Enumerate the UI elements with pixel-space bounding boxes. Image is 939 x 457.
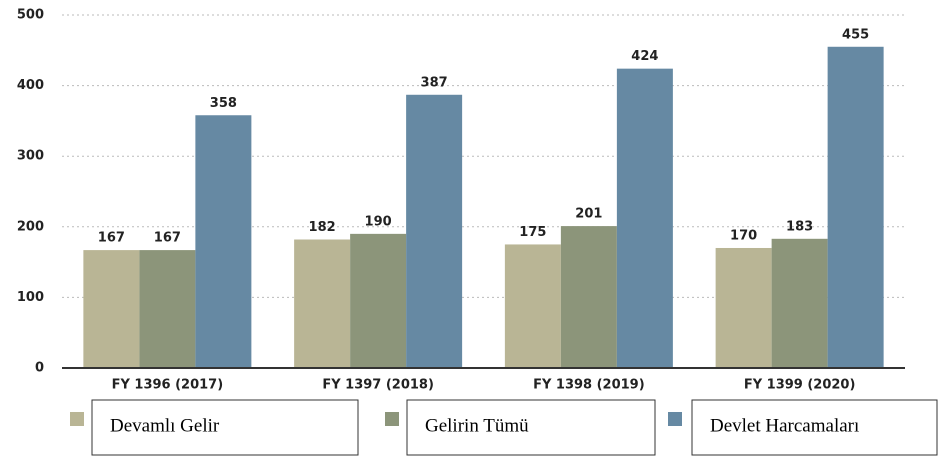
legend-label: Devamlı Gelir: [110, 415, 220, 436]
bar: [616, 68, 673, 368]
bar: [771, 238, 828, 368]
y-tick-label: 500: [17, 8, 44, 23]
bar: [83, 250, 140, 368]
bar: [139, 250, 196, 368]
data-label: 201: [575, 207, 602, 222]
x-tick-label: FY 1399 (2020): [744, 378, 856, 393]
bar: [560, 226, 617, 368]
bar: [294, 239, 351, 368]
bar: [195, 115, 252, 368]
legend-label: Devlet Harcamaları: [710, 415, 859, 436]
legend-box: [91, 399, 359, 456]
bar: [350, 233, 407, 368]
bar: [827, 46, 884, 369]
legend-swatch: [70, 412, 84, 426]
data-label: 424: [631, 49, 658, 64]
data-label: 167: [98, 231, 125, 246]
data-label: 182: [309, 220, 336, 235]
legend-label: Gelirin Tümü: [425, 415, 529, 436]
y-tick-label: 100: [17, 290, 44, 305]
data-label: 167: [154, 231, 181, 246]
data-label: 175: [519, 225, 546, 240]
y-tick-label: 400: [17, 78, 44, 93]
data-label: 183: [786, 219, 813, 234]
legend-box: [406, 399, 656, 456]
x-tick-label: FY 1396 (2017): [112, 378, 224, 393]
y-tick-label: 0: [35, 361, 44, 376]
bar: [504, 244, 561, 368]
x-tick-label: FY 1398 (2019): [533, 378, 645, 393]
legend-swatch: [385, 412, 399, 426]
data-label: 170: [730, 228, 757, 243]
data-label: 455: [842, 27, 869, 42]
legend-swatch: [668, 412, 682, 426]
x-tick-label: FY 1397 (2018): [322, 378, 434, 393]
data-label: 358: [210, 96, 237, 111]
data-label: 190: [365, 214, 392, 229]
bar: [715, 247, 772, 368]
y-tick-label: 200: [17, 219, 44, 234]
y-tick-label: 300: [17, 149, 44, 164]
legend-box: [691, 399, 938, 456]
data-label: 387: [421, 75, 448, 90]
bar: [406, 94, 463, 368]
